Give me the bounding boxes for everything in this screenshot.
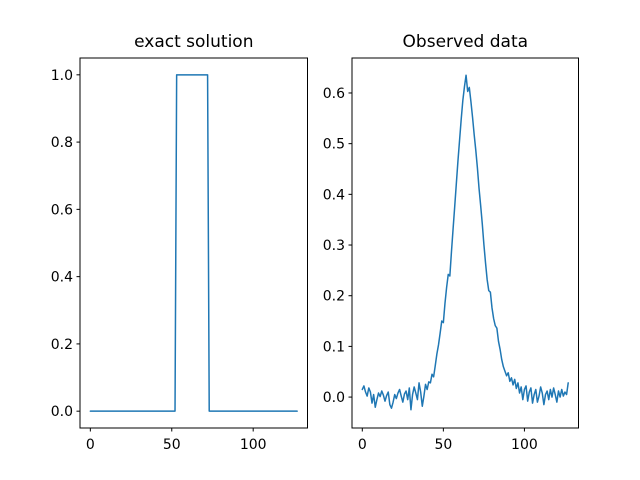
y-tick-label: 0.2 (323, 289, 345, 305)
x-tick-label: 0 (86, 437, 95, 453)
x-tick-label: 100 (240, 437, 267, 453)
x-tick-label: 50 (434, 437, 452, 453)
y-tick-label: 0.0 (323, 390, 345, 406)
y-tick-label: 0.5 (323, 137, 345, 153)
y-tick-label: 0.8 (51, 135, 73, 151)
axes-spines (351, 57, 579, 429)
y-tick-label: 0.4 (51, 270, 73, 286)
x-tick-label: 100 (511, 437, 538, 453)
right-plot-title: Observed data (403, 32, 528, 52)
exact-solution-axes: 0 50 100 0.0 0.2 0.4 0.6 0.8 1.0 (51, 57, 308, 453)
y-tick-label: 0.6 (51, 202, 73, 218)
y-tick-label: 0.6 (323, 86, 345, 102)
y-tick-label: 0.3 (323, 238, 345, 254)
observed-data-line (361, 74, 569, 411)
x-tick-label: 0 (358, 437, 367, 453)
y-tick-label: 0.0 (51, 404, 73, 420)
y-tick-label: 1.0 (51, 68, 73, 84)
exact-solution-line (89, 74, 298, 412)
left-plot-title: exact solution (134, 32, 253, 52)
y-tick-label: 0.4 (323, 187, 345, 203)
y-tick-label: 0.1 (323, 339, 345, 355)
axes-spines (79, 57, 308, 429)
y-tick-label: 0.2 (51, 337, 73, 353)
observed-data-axes: 0 50 100 0.0 0.1 0.2 0.3 0.4 0.5 0.6 (323, 57, 579, 453)
x-tick-label: 50 (163, 437, 181, 453)
